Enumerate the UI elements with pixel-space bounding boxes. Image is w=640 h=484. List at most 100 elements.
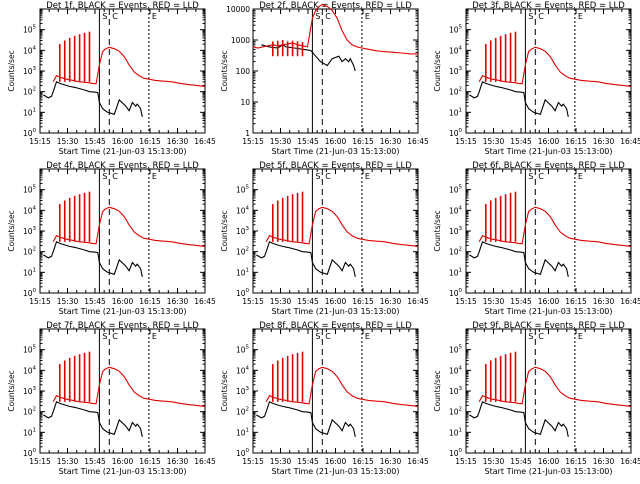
y-tick-label: 102 [23,87,36,97]
y-tick-exponent: 3 [246,386,250,392]
y-tick-exponent: 5 [246,345,250,351]
y-tick-label: 102 [236,247,249,257]
y-tick-exponent: 2 [459,247,463,253]
panel-2: Det 2f, BLACK = Events, RED = LLD 1 10 100 1… [220,1,429,156]
y-tick-exponent: 5 [459,25,463,31]
y-tick-label: 103 [236,226,250,236]
y-axis-label: Counts/sec [220,210,229,251]
x-axis-label: Start Time (21-Jun-03 15:13:00) [485,147,613,156]
x-tick-label: 15:30 [270,137,292,146]
x-tick-label: 15:45 [297,457,319,466]
marker-label-C: C [325,332,331,341]
x-tick-label: 16:00 [112,457,134,466]
y-tick-exponent: 4 [33,45,37,51]
y-tick-exponent: 1 [246,427,250,433]
x-tick-label: 16:30 [593,137,615,146]
events-series-line [261,44,356,72]
y-tick-label: 105 [23,345,37,355]
y-tick-label: 101 [449,427,462,437]
y-tick-label: 10 [240,98,250,107]
x-tick-label: 16:45 [194,297,216,306]
marker-label-S: S [528,332,533,341]
events-series-line [43,241,143,278]
y-tick-label: 102 [23,407,36,417]
y-tick-label: 104 [449,205,463,215]
x-tick-label: 15:45 [84,457,106,466]
y-tick-exponent: 4 [459,45,463,51]
y-tick-label: 100 [23,128,37,138]
y-tick-label: 100 [449,288,463,298]
panel-1: Det 1f, BLACK = Events, RED = LLD1001011… [7,1,216,156]
x-tick-label: 16:45 [407,137,429,146]
panel-title: Det 3f, BLACK = Events, RED = LLD [472,1,625,11]
y-tick-exponent: 0 [33,128,37,134]
marker-label-E: E [152,172,157,181]
panel-title: Det 9f, BLACK = Events, RED = LLD [472,321,625,331]
x-tick-label: 15:45 [510,137,532,146]
marker-label-S: S [315,172,320,181]
x-tick-label: 16:30 [167,297,189,306]
y-tick-exponent: 4 [33,365,37,371]
y-tick-label: 104 [23,365,37,375]
x-tick-label: 16:45 [620,137,640,146]
y-tick-exponent: 2 [459,407,463,413]
y-tick-exponent: 0 [33,288,37,294]
y-tick-label: 104 [449,365,463,375]
x-tick-label: 16:00 [112,297,134,306]
y-tick-exponent: 3 [459,66,463,72]
marker-label-C: C [538,12,544,21]
y-tick-exponent: 5 [246,185,250,191]
events-series-line [256,241,356,278]
y-tick-label: 102 [449,87,462,97]
panel-title: Det 5f, BLACK = Events, RED = LLD [259,161,412,171]
x-tick-label: 16:30 [593,457,615,466]
y-tick-exponent: 2 [246,407,250,413]
x-tick-label: 16:45 [620,457,640,466]
y-tick-label: 10000 [226,5,250,14]
y-tick-exponent: 1 [33,427,37,433]
x-axis-label: Start Time (21-Jun-03 15:13:00) [272,307,400,316]
y-tick-exponent: 0 [459,128,463,134]
x-tick-label: 16:15 [139,457,161,466]
y-axis-label: Counts/sec [433,210,442,251]
panel-6: Det 6f, BLACK = Events, RED = LLD1001011… [433,161,640,316]
y-tick-exponent: 5 [33,345,37,351]
y-tick-label: 100 [449,448,463,458]
y-axis-label: Counts/sec [220,50,229,91]
x-tick-label: 15:30 [57,457,79,466]
y-tick-label: 101 [449,107,462,117]
panel-title: Det 6f, BLACK = Events, RED = LLD [472,161,625,171]
x-tick-label: 16:45 [620,297,640,306]
lld-series-line [265,206,419,247]
y-axis-label: Counts/sec [220,370,229,411]
y-axis-label: Counts/sec [7,370,16,411]
events-series-line [469,81,569,118]
y-tick-label: 1 [245,129,250,138]
y-tick-label: 102 [23,247,36,257]
events-series-line [469,241,569,278]
marker-label-C: C [112,332,118,341]
y-tick-label: 105 [449,25,463,35]
lld-series-line [265,366,419,407]
marker-label-E: E [152,332,157,341]
y-tick-label: 103 [449,226,463,236]
y-tick-label: 105 [449,185,463,195]
y-tick-exponent: 2 [33,407,37,413]
y-tick-exponent: 0 [459,448,463,454]
y-tick-exponent: 3 [459,226,463,232]
x-tick-label: 15:45 [297,297,319,306]
x-tick-label: 16:15 [565,137,587,146]
marker-label-S: S [102,172,107,181]
y-tick-label: 103 [449,386,463,396]
y-tick-label: 103 [236,386,250,396]
y-tick-label: 104 [449,45,463,55]
x-tick-label: 16:15 [139,137,161,146]
x-tick-label: 16:00 [325,297,347,306]
panel-5: Det 5f, BLACK = Events, RED = LLD1001011… [220,161,429,316]
y-tick-exponent: 5 [459,185,463,191]
y-tick-exponent: 1 [246,267,250,273]
panel-title: Det 1f, BLACK = Events, RED = LLD [46,1,199,11]
y-tick-label: 105 [449,345,463,355]
